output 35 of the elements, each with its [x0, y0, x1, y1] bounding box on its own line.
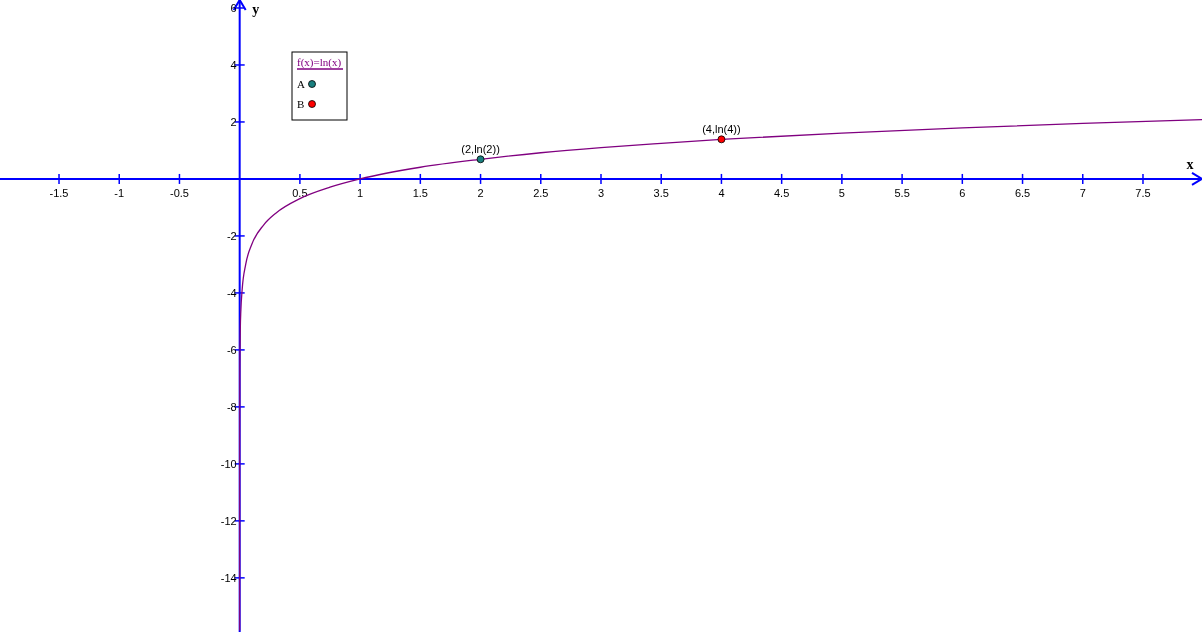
x-tick-label: 3.5	[653, 186, 669, 199]
x-tick-label: 3	[597, 186, 605, 199]
annotation: (4,ln(4))	[702, 123, 741, 136]
y-tick-label: -4	[226, 286, 237, 299]
x-axis-title: x	[1186, 156, 1194, 172]
y-tick-label: 2	[230, 115, 237, 128]
x-tick-label: 7	[1079, 186, 1086, 199]
text: f(x)=ln(x)	[297, 56, 342, 69]
x-tick-label: 6.5	[1014, 186, 1031, 199]
x-tick-label: 6	[959, 186, 966, 199]
x-tick-label: 2.5	[533, 186, 549, 199]
x-tick-label: -0.5	[169, 186, 189, 199]
y-axis-title: y	[252, 2, 260, 17]
x-tick-label: 2	[477, 186, 484, 199]
legend-label: B	[297, 98, 305, 110]
legend-label: A	[297, 78, 305, 90]
x-tick-label: 1.5	[412, 186, 428, 199]
x-tick-label: 7.5	[1135, 186, 1151, 199]
y-tick-label: -8	[226, 400, 237, 413]
y-tick-label: -14	[220, 571, 237, 584]
y-tick-label: -12	[220, 514, 237, 527]
y-tick-label: -6	[226, 343, 237, 356]
x-tick-label: 4	[718, 186, 725, 199]
y-tick-label: 6	[230, 1, 237, 14]
x-tick-label: 5	[838, 186, 845, 199]
y-tick-label: 4	[230, 58, 237, 71]
x-tick-label: 4.5	[774, 186, 790, 199]
line-series	[239, 119, 1202, 632]
x-tick-label: -1	[114, 186, 125, 199]
y-tick-label: -10	[220, 457, 237, 470]
x-tick-label: -1.5	[49, 186, 69, 199]
y-tick-label: -2	[226, 229, 237, 242]
x-tick-label: 1	[357, 186, 364, 199]
x-tick-label: 5.5	[894, 186, 910, 199]
annotation: (2,ln(2))	[461, 143, 500, 156]
